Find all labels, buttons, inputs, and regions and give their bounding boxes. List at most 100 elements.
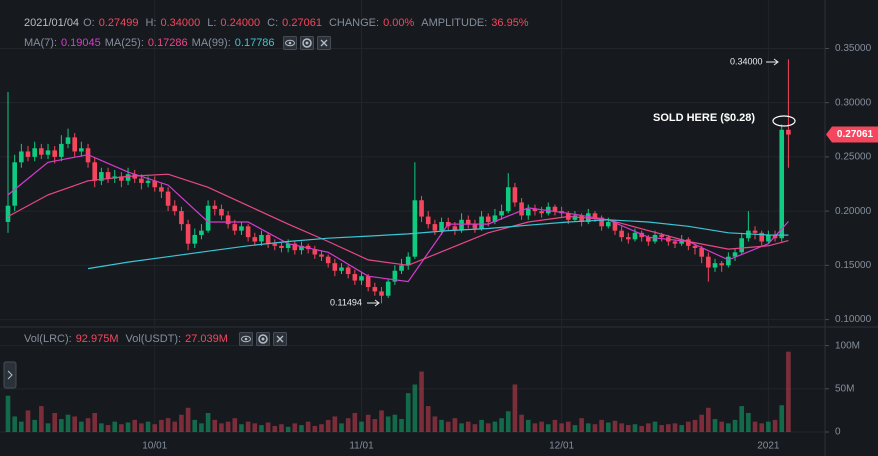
close-button[interactable]: [272, 332, 287, 346]
volume-bar: [592, 424, 598, 432]
candle-body: [299, 245, 304, 251]
volume-bar: [365, 414, 371, 432]
volume-bar: [159, 419, 164, 432]
candle-body: [172, 205, 178, 212]
candle-body: [459, 219, 464, 231]
volume-bar: [572, 425, 578, 432]
volume-bar: [672, 423, 678, 432]
volume-value: 92.975M: [75, 333, 119, 345]
toggle-button[interactable]: [3, 361, 17, 389]
candle-body: [532, 208, 538, 212]
icon-glyph: [320, 39, 328, 47]
volume-bar: [285, 426, 291, 432]
candle-body: [739, 238, 744, 253]
volume-bar: [345, 418, 351, 432]
candle-body: [539, 211, 544, 214]
volume-bar: [405, 393, 411, 432]
volume-bar: [412, 384, 418, 432]
eye-button[interactable]: [282, 36, 297, 50]
volume-bar: [332, 416, 338, 432]
volume-bar: [359, 421, 364, 432]
candle-body: [479, 216, 484, 229]
legend-value: 0.17786: [234, 37, 275, 49]
volume-bar: [292, 423, 298, 432]
volume-bar: [232, 418, 238, 432]
volume-bar: [519, 414, 524, 432]
volume-bar: [379, 410, 384, 432]
annotation-circle: [772, 115, 796, 127]
volume-bar: [719, 421, 724, 432]
candle-body: [672, 241, 678, 244]
volume-bar: [786, 351, 791, 432]
volume-bar: [79, 421, 84, 432]
volume-bar: [165, 418, 171, 432]
legend-label: MA(7):: [24, 37, 57, 49]
volume-bar: [759, 423, 765, 432]
volume-bar: [305, 421, 311, 432]
candle-body: [726, 256, 731, 266]
volume-bar: [239, 424, 244, 432]
volume-bar: [245, 421, 251, 432]
candle-body: [619, 230, 624, 238]
candle-body: [212, 205, 218, 209]
volume-bar: [612, 420, 618, 432]
candle-body: [405, 256, 411, 266]
candle-body: [759, 232, 765, 242]
volume-bar: [505, 411, 511, 432]
volume-legend: Vol(LRC): 92.975M Vol(USDT): 27.039M: [24, 331, 287, 347]
candle-body: [12, 162, 17, 206]
volume-bar: [105, 425, 111, 432]
y-tick-label: 100M: [835, 340, 860, 351]
candle-body: [252, 237, 258, 242]
icon-glyph: [244, 337, 248, 341]
volume-bar: [606, 422, 611, 432]
eye-button[interactable]: [238, 332, 253, 346]
candle-body: [192, 234, 198, 244]
header-label: O:: [83, 17, 95, 29]
panel-toggle[interactable]: [3, 361, 17, 389]
close-button[interactable]: [316, 36, 331, 50]
ma-items: MA(7): 0.19045 MA(25): 0.17286 MA(99): 0.1778…: [24, 37, 275, 49]
candle-body: [752, 230, 758, 233]
gear-button[interactable]: [255, 332, 270, 346]
volume-bar: [559, 423, 564, 432]
gear-button[interactable]: [299, 36, 314, 50]
icon-glyph: [276, 335, 284, 343]
candle-body: [219, 208, 224, 216]
candle-body: [239, 226, 244, 231]
candle-body: [272, 243, 278, 246]
volume-bar: [746, 413, 751, 432]
volume-bar: [545, 424, 551, 432]
volume-bar: [385, 416, 391, 432]
candle-body: [52, 150, 57, 157]
volume-bar: [312, 425, 318, 432]
volume-bar: [425, 406, 431, 432]
volume-bar: [172, 421, 178, 432]
candle-body: [5, 205, 11, 222]
volume-bar: [192, 419, 198, 432]
candle-body: [265, 234, 271, 244]
header-label: CHANGE:: [328, 17, 380, 29]
candle-body: [99, 172, 104, 181]
volume-bar: [372, 419, 378, 432]
ma-line: [87, 219, 789, 270]
icon-glyph: [258, 334, 268, 344]
candle-body: [245, 226, 251, 238]
candle-body: [319, 254, 324, 257]
candle-body: [292, 243, 298, 251]
volume-bar: [525, 419, 531, 432]
candle-body: [352, 274, 358, 281]
volume-bar: [352, 413, 358, 432]
candle-body: [699, 247, 704, 257]
volume-bar: [579, 418, 584, 432]
candle-body: [432, 224, 438, 231]
volume-bar: [99, 423, 104, 432]
candle-body: [365, 276, 371, 288]
ma-legend: MA(7): 0.19045 MA(25): 0.17286 MA(99): 0.1778…: [24, 35, 331, 51]
volume-bar: [252, 423, 258, 432]
volume-bar: [125, 422, 131, 432]
candle-body: [359, 276, 364, 281]
candle-body: [659, 234, 664, 238]
candle-body: [119, 176, 124, 181]
